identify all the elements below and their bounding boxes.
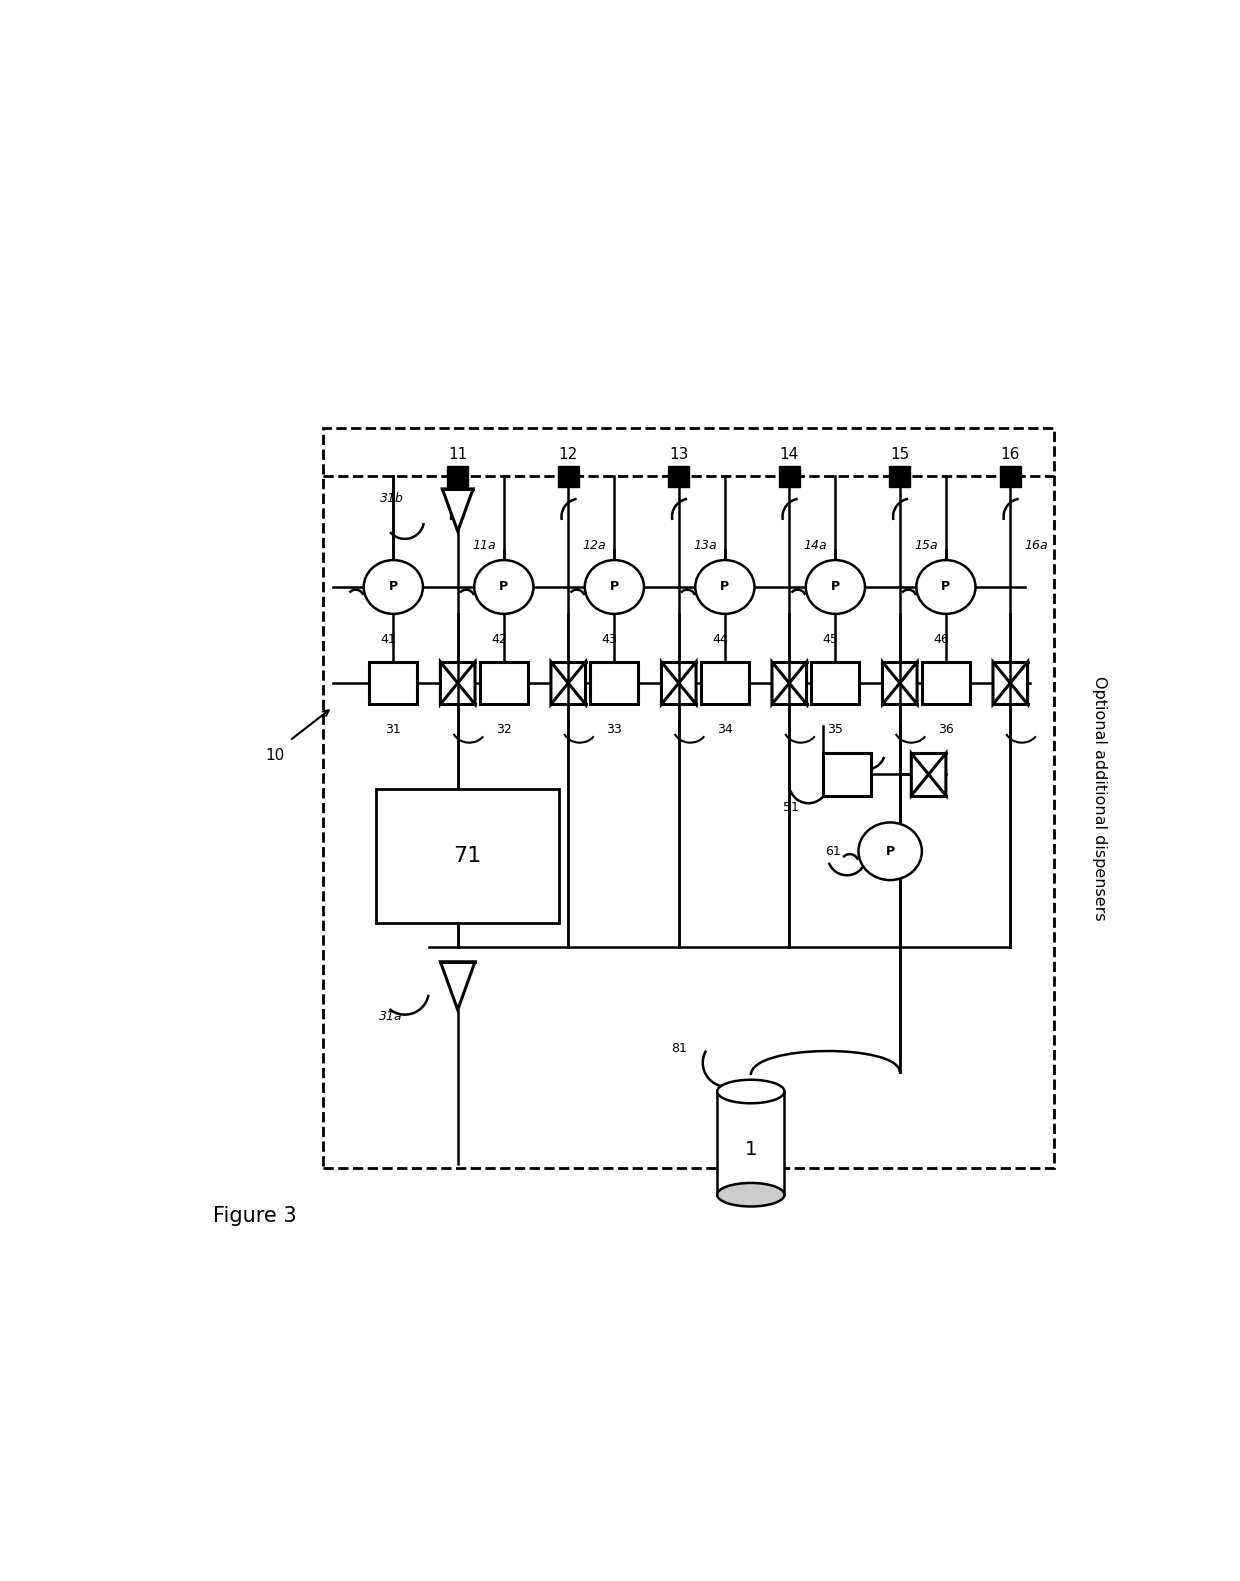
Ellipse shape bbox=[806, 560, 866, 613]
Text: 15a: 15a bbox=[914, 539, 937, 552]
Bar bbox=[376, 789, 558, 923]
Bar bbox=[448, 466, 469, 487]
Text: 14: 14 bbox=[780, 447, 799, 462]
Text: P: P bbox=[941, 580, 951, 593]
Text: 12: 12 bbox=[558, 447, 578, 462]
Text: 11a: 11a bbox=[472, 539, 496, 552]
Polygon shape bbox=[443, 489, 474, 531]
Polygon shape bbox=[773, 662, 789, 704]
Bar bbox=[324, 428, 1054, 1168]
Text: 15: 15 bbox=[890, 447, 909, 462]
Bar bbox=[823, 753, 870, 795]
Text: 16a: 16a bbox=[1024, 539, 1048, 552]
Text: 32: 32 bbox=[496, 724, 512, 737]
Polygon shape bbox=[440, 662, 458, 704]
Polygon shape bbox=[900, 662, 918, 704]
Ellipse shape bbox=[585, 560, 644, 613]
Polygon shape bbox=[1011, 662, 1028, 704]
Polygon shape bbox=[929, 753, 946, 795]
Ellipse shape bbox=[717, 1183, 785, 1206]
Ellipse shape bbox=[916, 560, 976, 613]
Text: 13: 13 bbox=[670, 447, 688, 462]
Bar bbox=[590, 662, 639, 704]
Ellipse shape bbox=[717, 1080, 785, 1104]
Text: 61: 61 bbox=[825, 844, 841, 858]
Ellipse shape bbox=[474, 560, 533, 613]
Ellipse shape bbox=[363, 560, 423, 613]
Text: P: P bbox=[831, 580, 839, 593]
Text: 34: 34 bbox=[717, 724, 733, 737]
Text: 13a: 13a bbox=[693, 539, 717, 552]
Text: P: P bbox=[389, 580, 398, 593]
Bar bbox=[811, 662, 859, 704]
Text: 11: 11 bbox=[448, 447, 467, 462]
Text: 71: 71 bbox=[453, 846, 481, 866]
Text: 12a: 12a bbox=[583, 539, 606, 552]
Text: 31a: 31a bbox=[378, 1010, 402, 1023]
Text: 31b: 31b bbox=[381, 492, 404, 506]
Polygon shape bbox=[911, 753, 929, 795]
Text: 46: 46 bbox=[934, 632, 949, 647]
Text: 81: 81 bbox=[671, 1042, 687, 1055]
Polygon shape bbox=[440, 961, 475, 1010]
Bar bbox=[558, 466, 579, 487]
Polygon shape bbox=[678, 662, 696, 704]
Text: 41: 41 bbox=[381, 632, 397, 647]
Text: 36: 36 bbox=[937, 724, 954, 737]
Text: P: P bbox=[610, 580, 619, 593]
Polygon shape bbox=[883, 662, 900, 704]
Text: 10: 10 bbox=[265, 748, 285, 762]
Text: 35: 35 bbox=[827, 724, 843, 737]
Polygon shape bbox=[789, 662, 806, 704]
Bar bbox=[999, 466, 1021, 487]
Bar bbox=[921, 662, 970, 704]
Bar bbox=[779, 466, 800, 487]
Bar bbox=[370, 662, 418, 704]
Text: P: P bbox=[720, 580, 729, 593]
Text: P: P bbox=[500, 580, 508, 593]
Text: 33: 33 bbox=[606, 724, 622, 737]
Text: 44: 44 bbox=[712, 632, 728, 647]
Text: 31: 31 bbox=[386, 724, 402, 737]
Text: 16: 16 bbox=[1001, 447, 1021, 462]
Text: 42: 42 bbox=[491, 632, 507, 647]
Polygon shape bbox=[551, 662, 568, 704]
Text: 1: 1 bbox=[745, 1140, 756, 1159]
Bar bbox=[717, 1091, 785, 1195]
Bar bbox=[668, 466, 689, 487]
Bar bbox=[701, 662, 749, 704]
Polygon shape bbox=[458, 662, 475, 704]
Polygon shape bbox=[568, 662, 585, 704]
Text: 45: 45 bbox=[822, 632, 838, 647]
Polygon shape bbox=[993, 662, 1011, 704]
Text: 14a: 14a bbox=[804, 539, 827, 552]
Text: P: P bbox=[885, 844, 895, 858]
Text: 50: 50 bbox=[839, 764, 854, 776]
Ellipse shape bbox=[858, 822, 921, 881]
Text: Figure 3: Figure 3 bbox=[213, 1206, 296, 1227]
Bar bbox=[889, 466, 910, 487]
Text: 51: 51 bbox=[784, 802, 799, 814]
Ellipse shape bbox=[696, 560, 754, 613]
Bar bbox=[480, 662, 528, 704]
Polygon shape bbox=[661, 662, 678, 704]
Text: 43: 43 bbox=[601, 632, 618, 647]
Text: Optional additional dispensers: Optional additional dispensers bbox=[1092, 677, 1107, 920]
